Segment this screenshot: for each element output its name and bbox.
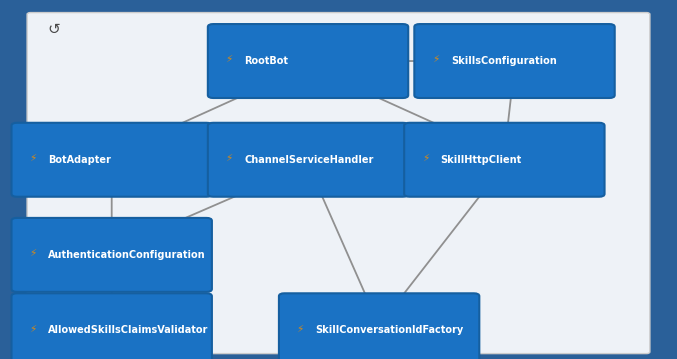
Text: BotAdapter: BotAdapter bbox=[48, 155, 111, 165]
Text: SkillConversationIdFactory: SkillConversationIdFactory bbox=[315, 325, 464, 335]
Text: ⚡: ⚡ bbox=[29, 323, 37, 334]
Text: RootBot: RootBot bbox=[244, 56, 288, 66]
Text: SkillsConfiguration: SkillsConfiguration bbox=[451, 56, 556, 66]
FancyBboxPatch shape bbox=[208, 123, 408, 197]
FancyBboxPatch shape bbox=[279, 293, 479, 359]
Text: ChannelServiceHandler: ChannelServiceHandler bbox=[244, 155, 374, 165]
FancyBboxPatch shape bbox=[208, 24, 408, 98]
Text: ⚡: ⚡ bbox=[29, 248, 37, 258]
Text: ⚡: ⚡ bbox=[432, 54, 439, 64]
FancyBboxPatch shape bbox=[12, 218, 212, 292]
Text: ↺: ↺ bbox=[47, 22, 60, 37]
Text: ⚡: ⚡ bbox=[297, 323, 304, 334]
FancyBboxPatch shape bbox=[12, 293, 212, 359]
Text: SkillHttpClient: SkillHttpClient bbox=[441, 155, 522, 165]
Text: ⚡: ⚡ bbox=[225, 153, 233, 163]
Text: ⚡: ⚡ bbox=[422, 153, 429, 163]
Text: AllowedSkillsClaimsValidator: AllowedSkillsClaimsValidator bbox=[48, 325, 209, 335]
Text: AuthenticationConfiguration: AuthenticationConfiguration bbox=[48, 250, 206, 260]
Text: ⚡: ⚡ bbox=[225, 54, 233, 64]
FancyBboxPatch shape bbox=[404, 123, 605, 197]
Text: ⚡: ⚡ bbox=[29, 153, 37, 163]
FancyBboxPatch shape bbox=[414, 24, 615, 98]
FancyBboxPatch shape bbox=[12, 123, 212, 197]
